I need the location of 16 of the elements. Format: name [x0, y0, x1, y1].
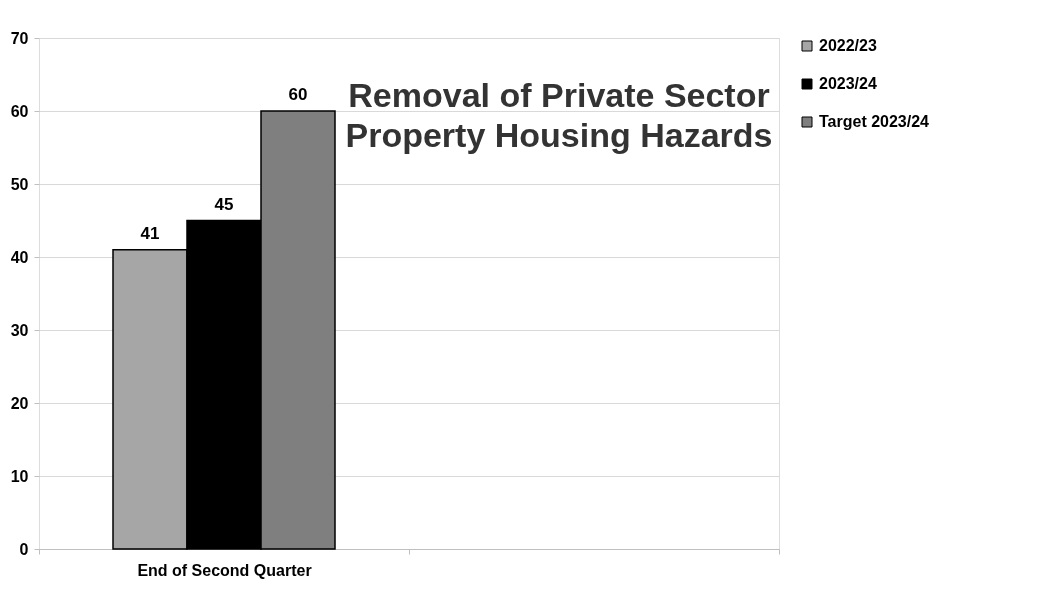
y-tick-label: 0 [19, 540, 29, 558]
data-label: 41 [140, 223, 160, 243]
y-tick-label: 10 [10, 467, 29, 485]
legend-label: 2023/24 [819, 75, 877, 92]
data-label: 45 [214, 194, 234, 214]
y-tick-label: 40 [10, 248, 29, 266]
y-tick-label: 20 [10, 394, 29, 412]
y-tick-label: 30 [10, 321, 29, 339]
y-tick-label: 70 [10, 29, 29, 47]
legend-label: 2022/23 [819, 37, 877, 54]
y-tick-label: 60 [10, 102, 29, 120]
data-label: 60 [288, 85, 308, 104]
legend-label: Target 2023/24 [819, 113, 930, 130]
y-tick-label: 50 [10, 175, 29, 193]
x-tick-label: End of Second Quarter [137, 561, 312, 579]
text: Removal of Private Sector Property Housing Hazards [345, 76, 773, 154]
